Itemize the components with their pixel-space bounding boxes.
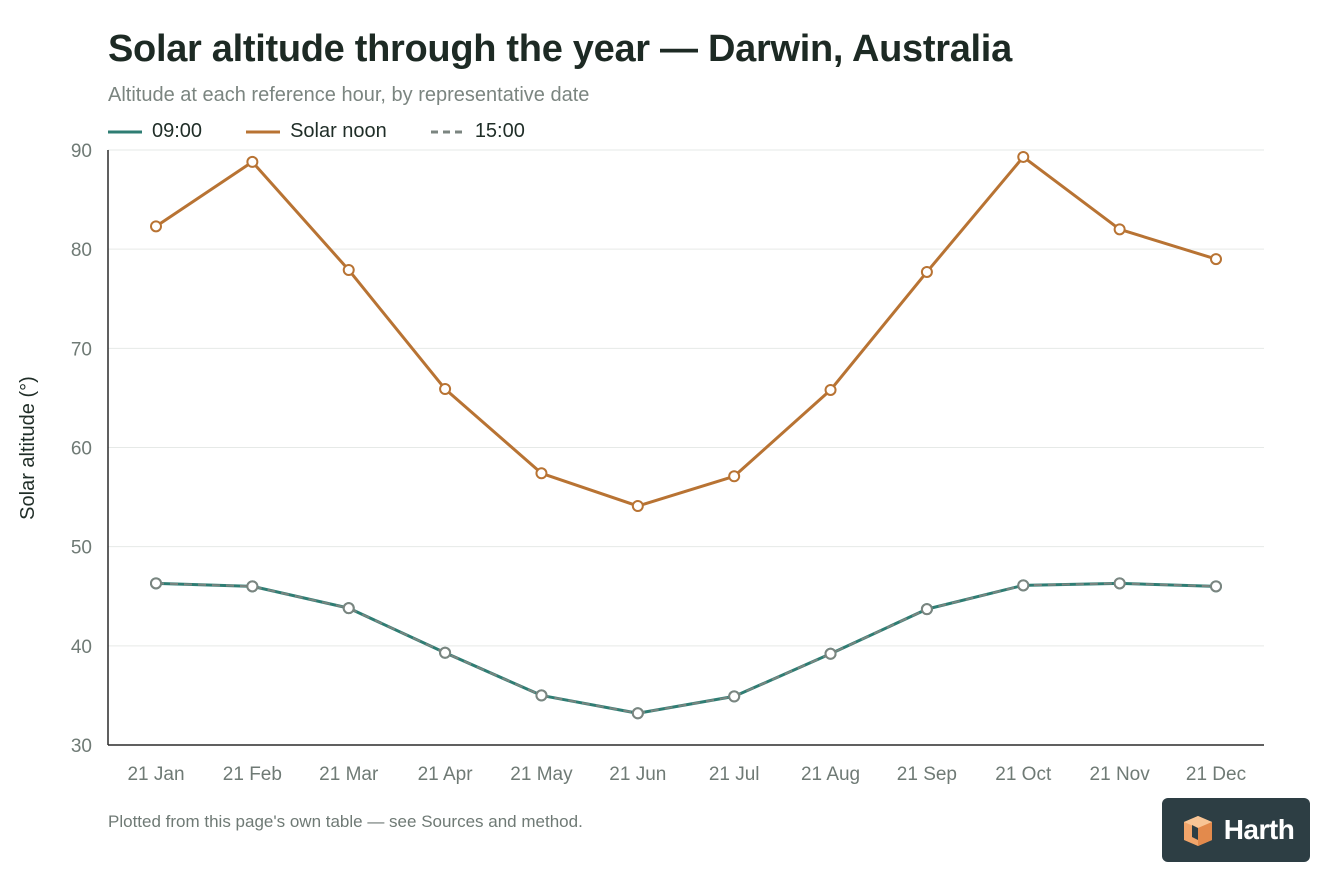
series-1-point-4 bbox=[535, 467, 548, 480]
series-line-0 bbox=[155, 581, 1217, 715]
x-tick-label-1: 21 Feb bbox=[223, 764, 282, 785]
series-1-point-10 bbox=[1113, 223, 1126, 236]
legend-label-1500: 15:00 bbox=[474, 120, 525, 142]
series-2-point-5 bbox=[631, 707, 644, 720]
series-line-1 bbox=[155, 155, 1217, 508]
legend-label-0900: 09:00 bbox=[152, 120, 203, 142]
series-1-point-0 bbox=[150, 220, 162, 233]
x-tick-label-5: 21 Jun bbox=[609, 764, 666, 785]
series-2-point-7 bbox=[824, 647, 837, 660]
y-tick-label-90: 90 bbox=[71, 141, 92, 162]
series-2-point-0 bbox=[150, 577, 162, 590]
chart-subtitle: Altitude at each reference hour, by repr… bbox=[108, 84, 590, 106]
series-2-point-3 bbox=[439, 646, 452, 659]
y-tick-label-80: 80 bbox=[71, 240, 92, 261]
x-tick-label-7: 21 Aug bbox=[801, 764, 860, 785]
series-1-point-7 bbox=[824, 383, 837, 396]
x-tick-label-8: 21 Sep bbox=[897, 764, 957, 785]
series-line-2 bbox=[155, 582, 1217, 715]
x-tick-label-4: 21 May bbox=[510, 764, 573, 785]
brand-name: Harth bbox=[1223, 814, 1295, 845]
y-tick-label-40: 40 bbox=[71, 637, 92, 658]
series-2-point-6 bbox=[728, 690, 741, 703]
series-1-point-8 bbox=[920, 265, 933, 278]
series-1-point-9 bbox=[1017, 150, 1030, 163]
y-tick-label-30: 30 bbox=[71, 736, 92, 757]
series-1-point-11 bbox=[1210, 253, 1222, 266]
series-1-point-2 bbox=[342, 263, 355, 276]
x-tick-label-10: 21 Nov bbox=[1090, 764, 1151, 785]
legend-swatch-1500 bbox=[430, 130, 465, 133]
series-1-point-6 bbox=[728, 470, 741, 483]
y-tick-label-70: 70 bbox=[71, 339, 92, 360]
series-1-point-5 bbox=[631, 500, 644, 513]
x-tick-label-2: 21 Mar bbox=[319, 764, 379, 785]
series-1-point-1 bbox=[246, 155, 259, 168]
series-2-point-9 bbox=[1017, 579, 1030, 592]
legend-item-1500[interactable]: 15:00 bbox=[430, 120, 525, 143]
chart-footnote: Plotted from this page's own table — see… bbox=[108, 812, 583, 831]
x-tick-label-11: 21 Dec bbox=[1186, 764, 1246, 785]
series-1-point-3 bbox=[439, 382, 452, 395]
series-2-point-4 bbox=[535, 689, 548, 702]
series-2-point-1 bbox=[246, 580, 259, 593]
legend-item-0900[interactable]: 09:00 bbox=[108, 120, 202, 143]
series-2-point-2 bbox=[342, 602, 355, 615]
series-2-point-10 bbox=[1113, 577, 1126, 590]
legend-item-solar-noon[interactable]: Solar noon bbox=[246, 120, 387, 143]
brand-logo[interactable]: Harth bbox=[1162, 798, 1310, 862]
x-tick-label-3: 21 Apr bbox=[418, 764, 474, 785]
x-tick-label-0: 21 Jan bbox=[127, 764, 184, 785]
legend-swatch-solar-noon bbox=[246, 130, 281, 133]
chart-title: Solar altitude through the year — Darwin… bbox=[108, 28, 1012, 70]
cube-logo-icon bbox=[1183, 816, 1212, 846]
line-chart: 30 40 50 60 70 80 90 21 Jan 21 Feb 21 Mar 21 Apr 21… bbox=[17, 141, 1264, 785]
series-2-point-8 bbox=[920, 603, 933, 616]
y-tick-label-50: 50 bbox=[71, 538, 92, 559]
legend-swatch-0900 bbox=[108, 130, 142, 133]
chart-legend: 09:00 Solar noon 15:00 bbox=[108, 120, 569, 143]
x-tick-label-6: 21 Jul bbox=[709, 764, 760, 785]
x-tick-label-9: 21 Oct bbox=[995, 764, 1052, 785]
y-axis-label: Solar altitude (°) bbox=[17, 376, 39, 520]
legend-label-solar-noon: Solar noon bbox=[290, 120, 387, 142]
series-2-point-11 bbox=[1210, 580, 1222, 593]
y-tick-label-60: 60 bbox=[71, 439, 92, 460]
